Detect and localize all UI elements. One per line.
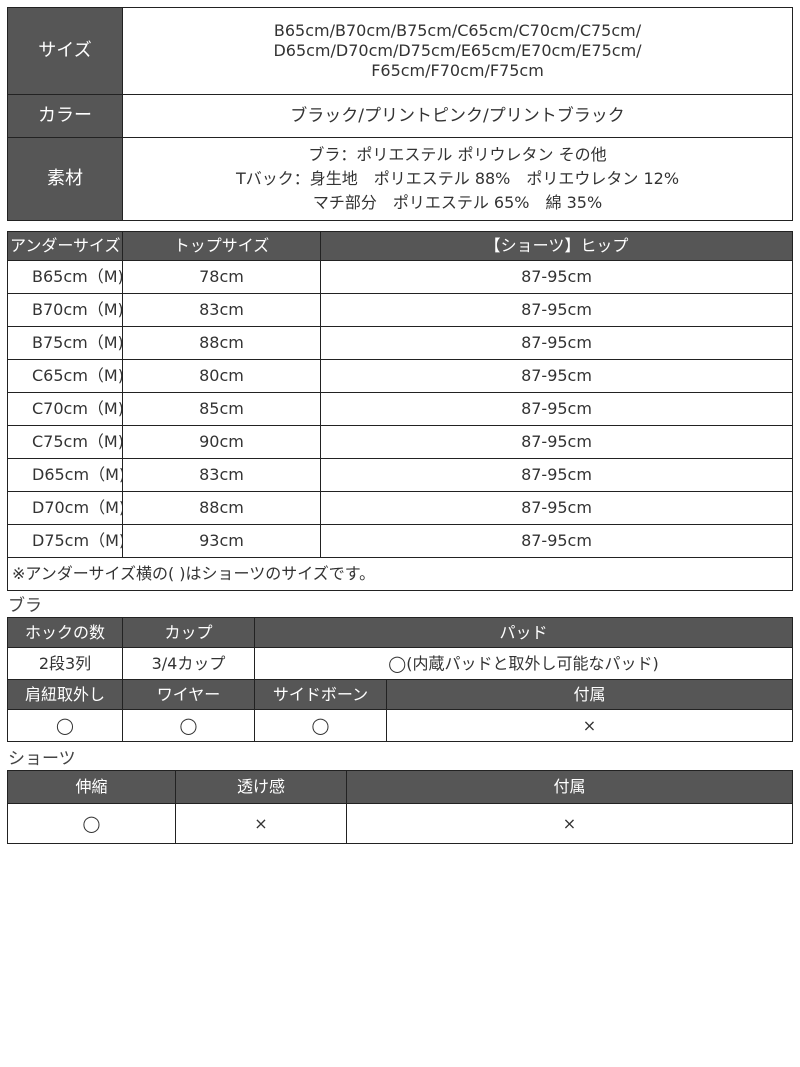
value-wire: ◯ xyxy=(122,709,255,742)
size-value: B65cm/B70cm/B75cm/C65cm/C70cm/C75cm/D65c… xyxy=(122,7,793,95)
table-row: B70cm（M) 83cm 87-95cm xyxy=(7,293,793,327)
header-hip: 【ショーツ】ヒップ xyxy=(320,231,793,261)
size-line: B65cm/B70cm/B75cm/C65cm/C70cm/C75cm/ xyxy=(273,21,642,40)
material-line: マチ部分 ポリエステル 65% 綿 35% xyxy=(312,193,603,212)
hip-cell: 87-95cm xyxy=(320,326,793,360)
value-cup: 3/4カップ xyxy=(122,647,255,680)
under-size-cell: B75cm（M) xyxy=(7,326,123,360)
hip-cell: 87-95cm xyxy=(320,491,793,525)
header-pad: パッド xyxy=(254,617,793,648)
header-sheer: 透け感 xyxy=(175,770,347,804)
top-size-cell: 88cm xyxy=(122,326,321,360)
material-line: Tバック：身生地 ポリエステル 88% ポリエウレタン 12% xyxy=(235,169,680,188)
top-size-cell: 83cm xyxy=(122,293,321,327)
size-line: D65cm/D70cm/D75cm/E65cm/E70cm/E75cm/ xyxy=(273,41,642,60)
material-line: ブラ：ポリエステル ポリウレタン その他 xyxy=(308,145,607,164)
under-size-cell: D65cm（M) xyxy=(7,458,123,492)
top-size-cell: 83cm xyxy=(122,458,321,492)
under-size-cell: C70cm（M) xyxy=(7,392,123,426)
header-stretch: 伸縮 xyxy=(7,770,176,804)
hip-cell: 87-95cm xyxy=(320,359,793,393)
table-row: C65cm（M) 80cm 87-95cm xyxy=(7,359,793,393)
header-strap: 肩紐取外し xyxy=(7,679,123,710)
top-size-cell: 88cm xyxy=(122,491,321,525)
bra-title: ブラ xyxy=(8,596,42,616)
table-row: C75cm（M) 90cm 87-95cm xyxy=(7,425,793,459)
shorts-table: 伸縮 透け感 付属 ◯ × × xyxy=(7,770,793,844)
value-sidebone: ◯ xyxy=(254,709,387,742)
table-row: C70cm（M) 85cm 87-95cm xyxy=(7,392,793,426)
top-size-cell: 80cm xyxy=(122,359,321,393)
value-accessory: × xyxy=(346,803,793,844)
under-size-cell: C75cm（M) xyxy=(7,425,123,459)
value-hooks: 2段3列 xyxy=(7,647,123,680)
page: サイズ B65cm/B70cm/B75cm/C65cm/C70cm/C75cm/… xyxy=(7,7,793,844)
header-accessory: 付属 xyxy=(386,679,793,710)
under-size-cell: D75cm（M) xyxy=(7,524,123,558)
value-stretch: ◯ xyxy=(7,803,176,844)
size-label: サイズ xyxy=(7,7,123,95)
shorts-title: ショーツ xyxy=(8,749,76,769)
hip-cell: 87-95cm xyxy=(320,524,793,558)
top-size-cell: 85cm xyxy=(122,392,321,426)
color-label: カラー xyxy=(7,94,123,138)
hip-cell: 87-95cm xyxy=(320,458,793,492)
header-cup: カップ xyxy=(122,617,255,648)
table-row: B65cm（M) 78cm 87-95cm xyxy=(7,260,793,294)
hip-cell: 87-95cm xyxy=(320,293,793,327)
table-row: B75cm（M) 88cm 87-95cm xyxy=(7,326,793,360)
header-wire: ワイヤー xyxy=(122,679,255,710)
size-note: ※アンダーサイズ横の( )はショーツのサイズです。 xyxy=(7,557,793,591)
value-sheer: × xyxy=(175,803,347,844)
header-under: アンダーサイズ xyxy=(7,231,123,261)
top-size-cell: 93cm xyxy=(122,524,321,558)
value-pad: ◯(内蔵パッドと取外し可能なパッド) xyxy=(254,647,793,680)
value-accessory: × xyxy=(386,709,793,742)
value-strap: ◯ xyxy=(7,709,123,742)
table-row: D70cm（M) 88cm 87-95cm xyxy=(7,491,793,525)
spec-table: サイズ B65cm/B70cm/B75cm/C65cm/C70cm/C75cm/… xyxy=(7,7,793,221)
size-table: アンダーサイズ トップサイズ 【ショーツ】ヒップ B65cm（M) 78cm 87-… xyxy=(7,231,793,591)
under-size-cell: B70cm（M) xyxy=(7,293,123,327)
material-label: 素材 xyxy=(7,137,123,221)
header-sidebone: サイドボーン xyxy=(254,679,387,710)
header-hooks: ホックの数 xyxy=(7,617,123,648)
size-line: F65cm/F70cm/F75cm xyxy=(371,61,544,80)
material-value: ブラ：ポリエステル ポリウレタン その他 Tバック：身生地 ポリエステル 88% … xyxy=(122,137,793,221)
table-row: D65cm（M) 83cm 87-95cm xyxy=(7,458,793,492)
size-table-header: アンダーサイズ トップサイズ 【ショーツ】ヒップ xyxy=(7,231,793,261)
header-accessory: 付属 xyxy=(346,770,793,804)
table-row: D75cm（M) 93cm 87-95cm xyxy=(7,524,793,558)
under-size-cell: D70cm（M) xyxy=(7,491,123,525)
hip-cell: 87-95cm xyxy=(320,392,793,426)
bra-table: ホックの数 カップ パッド 2段3列 3/4カップ ◯(内蔵パッドと取外し可能なパッド)… xyxy=(7,617,793,742)
color-value: ブラック/プリントピンク/プリントブラック xyxy=(122,94,793,138)
under-size-cell: C65cm（M) xyxy=(7,359,123,393)
hip-cell: 87-95cm xyxy=(320,260,793,294)
hip-cell: 87-95cm xyxy=(320,425,793,459)
header-top: トップサイズ xyxy=(122,231,321,261)
top-size-cell: 78cm xyxy=(122,260,321,294)
under-size-cell: B65cm（M) xyxy=(7,260,123,294)
top-size-cell: 90cm xyxy=(122,425,321,459)
